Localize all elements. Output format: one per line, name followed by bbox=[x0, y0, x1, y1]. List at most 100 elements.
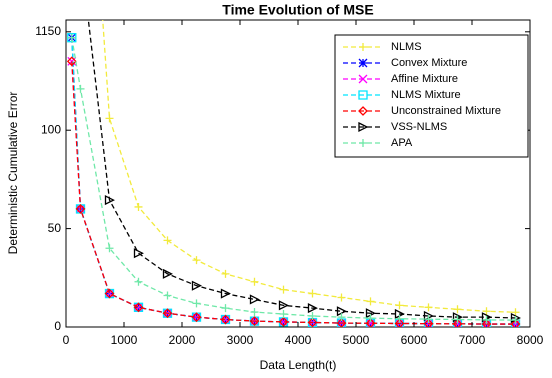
chart-title: Time Evolution of MSE bbox=[222, 2, 373, 18]
marker bbox=[307, 317, 318, 327]
x-tick-label: 4000 bbox=[285, 333, 312, 347]
marker bbox=[191, 280, 202, 291]
marker bbox=[249, 316, 260, 326]
marker bbox=[511, 316, 520, 325]
legend-label: NLMS bbox=[391, 41, 422, 53]
marker bbox=[511, 308, 520, 317]
marker bbox=[133, 302, 144, 313]
marker bbox=[67, 33, 76, 42]
marker bbox=[308, 289, 317, 298]
marker bbox=[278, 316, 289, 327]
marker bbox=[67, 56, 77, 66]
marker bbox=[395, 301, 404, 310]
legend-label: Unconstrained Mixture bbox=[391, 105, 501, 117]
marker bbox=[366, 318, 375, 327]
marker bbox=[76, 84, 85, 93]
marker bbox=[75, 204, 86, 214]
marker bbox=[220, 314, 231, 325]
marker bbox=[395, 314, 404, 323]
marker bbox=[279, 317, 288, 327]
marker bbox=[510, 319, 521, 327]
marker bbox=[453, 315, 462, 324]
marker bbox=[191, 312, 202, 323]
marker bbox=[162, 308, 173, 318]
marker bbox=[249, 316, 260, 327]
marker bbox=[365, 318, 376, 327]
marker bbox=[221, 269, 230, 278]
marker bbox=[163, 236, 172, 245]
marker bbox=[162, 268, 173, 279]
x-tick-label: 1000 bbox=[111, 333, 138, 347]
marker bbox=[307, 303, 318, 314]
marker bbox=[424, 315, 433, 324]
marker bbox=[105, 114, 114, 123]
marker bbox=[249, 294, 260, 305]
marker bbox=[482, 315, 491, 324]
x-tick-label: 2000 bbox=[169, 333, 196, 347]
x-axis-label: Data Length(t) bbox=[260, 358, 337, 372]
marker bbox=[278, 300, 289, 311]
legend-marker bbox=[359, 139, 367, 147]
marker bbox=[337, 313, 346, 322]
marker bbox=[423, 318, 434, 327]
marker bbox=[424, 303, 433, 312]
marker bbox=[104, 288, 115, 299]
marker bbox=[67, 33, 77, 43]
marker bbox=[366, 297, 375, 306]
y-tick-label: 50 bbox=[48, 221, 62, 235]
x-tick-label: 3000 bbox=[227, 333, 254, 347]
marker bbox=[133, 248, 144, 259]
marker bbox=[163, 291, 172, 300]
marker bbox=[365, 318, 376, 327]
x-tick-label: 8000 bbox=[517, 333, 544, 347]
marker bbox=[308, 311, 317, 320]
marker bbox=[482, 307, 491, 316]
marker bbox=[279, 310, 288, 319]
marker bbox=[162, 308, 173, 319]
marker bbox=[220, 314, 231, 325]
marker bbox=[250, 277, 259, 286]
x-tick-label: 0 bbox=[63, 333, 70, 347]
y-axis-label: Deterministic Cumulative Error bbox=[6, 92, 20, 255]
series-line bbox=[102, 20, 516, 313]
marker bbox=[104, 288, 115, 299]
legend-label: NLMS Mixture bbox=[391, 89, 461, 101]
series-line bbox=[87, 20, 516, 319]
series-line bbox=[71, 61, 516, 325]
marker bbox=[66, 56, 77, 67]
marker bbox=[192, 299, 201, 308]
marker bbox=[394, 318, 405, 327]
legend-marker bbox=[358, 58, 368, 68]
legend-label: Convex Mixture bbox=[391, 57, 467, 69]
plot-area bbox=[66, 20, 521, 327]
y-tick-label: 100 bbox=[41, 122, 61, 136]
marker bbox=[307, 317, 318, 327]
marker bbox=[279, 285, 288, 294]
marker bbox=[337, 293, 346, 302]
legend-label: APA bbox=[391, 137, 413, 149]
y-tick-label: 0 bbox=[54, 319, 61, 333]
legend-label: Affine Mixture bbox=[391, 73, 458, 85]
marker bbox=[336, 318, 347, 327]
marker bbox=[452, 318, 463, 327]
marker bbox=[220, 288, 231, 299]
marker bbox=[278, 317, 289, 327]
marker bbox=[221, 304, 230, 313]
marker bbox=[336, 318, 347, 327]
marker bbox=[192, 256, 201, 265]
marker bbox=[134, 202, 143, 211]
marker bbox=[453, 305, 462, 314]
marker bbox=[366, 314, 375, 323]
marker bbox=[133, 302, 144, 312]
legend-label: VSS-NLMS bbox=[391, 121, 447, 133]
legend-marker bbox=[358, 90, 368, 100]
y-tick-label: 1150 bbox=[35, 24, 61, 38]
x-tick-label: 7000 bbox=[459, 333, 486, 347]
x-tick-label: 6000 bbox=[401, 333, 428, 347]
marker bbox=[104, 195, 115, 206]
x-tick-label: 5000 bbox=[343, 333, 370, 347]
marker bbox=[394, 318, 405, 327]
marker bbox=[250, 308, 259, 317]
marker bbox=[481, 319, 492, 327]
